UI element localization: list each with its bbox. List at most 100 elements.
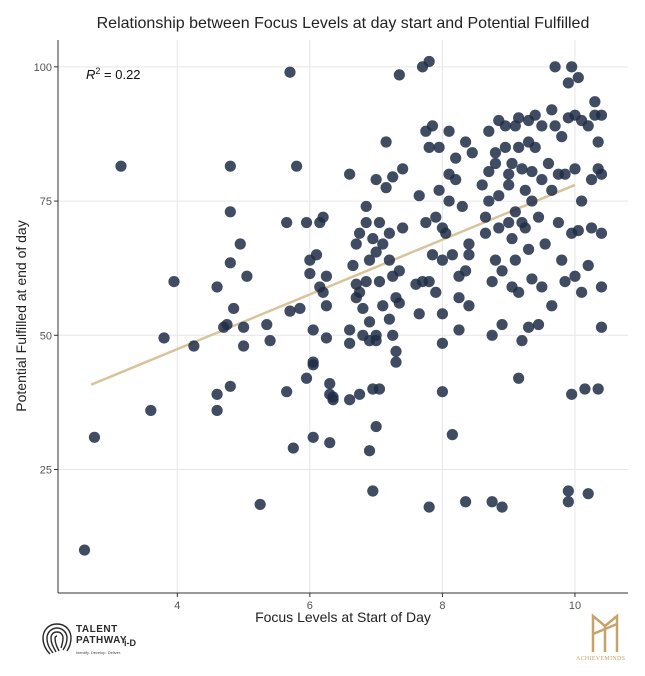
data-point <box>562 485 574 497</box>
data-point <box>261 318 273 331</box>
data-point <box>367 485 379 497</box>
data-point <box>344 168 356 180</box>
data-point <box>450 173 462 186</box>
data-point <box>370 246 382 258</box>
data-point <box>360 216 372 229</box>
data-point <box>576 286 588 298</box>
data-point <box>353 388 366 400</box>
data-point <box>426 249 439 261</box>
data-point <box>88 431 101 443</box>
data-point <box>344 337 356 349</box>
data-point <box>300 216 313 229</box>
data-point <box>496 501 508 513</box>
data-point <box>78 544 91 556</box>
y-tick-label: 25 <box>40 465 52 477</box>
data-point <box>370 335 382 347</box>
data-point <box>115 160 127 172</box>
data-point <box>387 171 399 183</box>
data-point <box>377 300 389 312</box>
data-point <box>370 173 382 186</box>
data-point <box>224 160 236 172</box>
data-point <box>307 359 319 371</box>
data-point <box>300 372 313 384</box>
data-point <box>320 300 333 312</box>
data-point <box>344 394 356 406</box>
y-axis-label: Potential Fulfilled at end of day <box>13 220 29 411</box>
data-point <box>499 141 511 153</box>
achieveminds-logo: ACHIEVEMINDS <box>576 612 630 670</box>
data-point <box>529 141 541 153</box>
data-point <box>559 276 571 288</box>
data-point <box>532 318 545 331</box>
x-tick-label: 10 <box>569 600 581 612</box>
data-point <box>496 318 508 331</box>
talent-pathway-logo: TALENT PATHWAY i-D Identify. Develop. De… <box>40 618 150 662</box>
data-point <box>211 388 223 400</box>
data-point <box>493 190 505 202</box>
data-point <box>397 163 409 175</box>
data-point <box>509 254 521 266</box>
trendline <box>90 183 576 386</box>
data-point <box>556 131 568 143</box>
achieveminds-caption: ACHIEVEMINDS <box>576 656 626 662</box>
data-point <box>542 157 555 170</box>
data-point <box>513 372 525 384</box>
data-point <box>363 445 376 457</box>
data-point <box>595 227 608 239</box>
x-tick-label: 6 <box>307 600 313 612</box>
data-point <box>592 383 604 395</box>
data-point <box>211 404 223 417</box>
y-tick-label: 75 <box>40 196 52 208</box>
data-point <box>430 211 442 223</box>
r-squared-base: R <box>86 67 95 82</box>
data-point <box>585 222 598 234</box>
data-point <box>443 125 455 137</box>
data-point <box>264 335 276 347</box>
data-point <box>566 388 578 400</box>
data-point <box>307 324 319 336</box>
data-point <box>519 222 531 234</box>
data-point <box>443 195 455 207</box>
data-point <box>188 340 200 352</box>
data-point <box>307 431 319 443</box>
data-point <box>516 335 528 347</box>
data-point <box>522 321 535 333</box>
data-point <box>440 227 452 239</box>
data-point <box>393 69 405 81</box>
y-tick-label: 50 <box>40 330 52 342</box>
data-point <box>579 383 591 395</box>
data-point <box>595 281 608 293</box>
data-point <box>353 227 366 239</box>
data-point <box>446 429 458 441</box>
data-point <box>317 211 329 223</box>
data-point <box>463 300 475 312</box>
data-point <box>423 276 435 288</box>
data-point <box>234 238 246 250</box>
data-point <box>284 305 296 317</box>
data-point <box>224 257 236 269</box>
data-point <box>493 222 505 234</box>
chart-title: Relationship between Focus Levels at day… <box>97 15 590 32</box>
data-point <box>522 243 535 255</box>
data-point <box>436 386 449 398</box>
data-point <box>237 321 250 333</box>
data-point <box>460 136 472 148</box>
data-point <box>582 488 594 500</box>
data-point <box>476 179 488 191</box>
data-point <box>373 383 386 395</box>
logo-tagline-text: Identify. Develop. Deliver. <box>76 650 122 655</box>
data-point <box>353 286 366 298</box>
data-point <box>281 216 293 229</box>
data-point <box>569 163 581 175</box>
data-point <box>426 120 439 132</box>
data-point <box>281 386 293 398</box>
data-point <box>363 316 376 328</box>
data-point <box>479 211 492 223</box>
scatter-points <box>78 55 608 556</box>
x-tick-label: 4 <box>174 600 180 612</box>
data-point <box>224 380 236 392</box>
data-point <box>503 216 515 229</box>
data-point <box>241 270 253 282</box>
data-point <box>582 259 594 272</box>
data-point <box>595 168 608 180</box>
